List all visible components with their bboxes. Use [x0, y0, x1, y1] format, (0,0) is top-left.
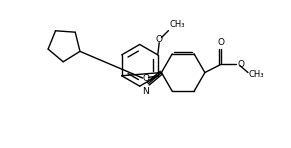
Text: O: O: [156, 35, 163, 44]
Text: O: O: [217, 38, 224, 47]
Text: N: N: [142, 87, 149, 96]
Text: O: O: [237, 60, 244, 69]
Text: CH₃: CH₃: [249, 70, 264, 79]
Text: CH₃: CH₃: [169, 20, 184, 29]
Text: O: O: [142, 74, 149, 83]
